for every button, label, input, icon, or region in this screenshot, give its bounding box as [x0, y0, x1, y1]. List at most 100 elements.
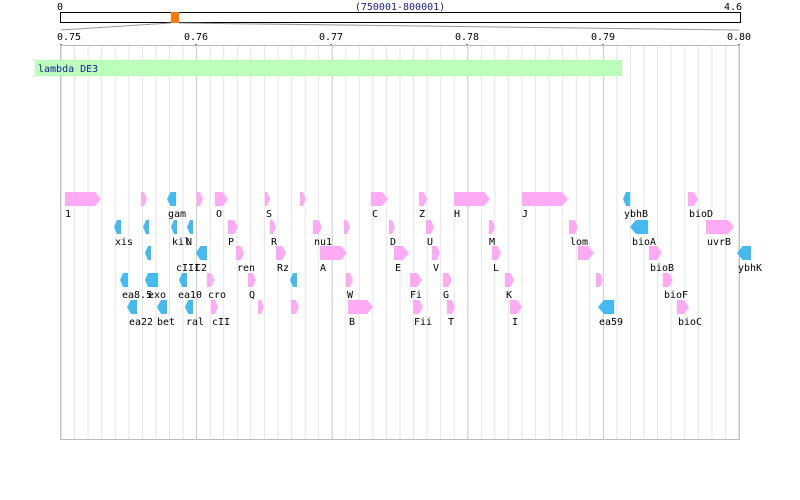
gene-feature[interactable]: Q	[248, 273, 256, 301]
forward-strand-arrow[interactable]	[270, 220, 276, 234]
reverse-strand-arrow[interactable]	[157, 300, 167, 314]
reverse-strand-arrow[interactable]	[145, 246, 151, 260]
gene-feature[interactable]	[578, 246, 594, 260]
gene-feature[interactable]	[596, 273, 602, 287]
forward-strand-arrow[interactable]	[228, 220, 238, 234]
gene-feature[interactable]: cII	[211, 300, 230, 328]
gene-feature[interactable]: E	[394, 246, 409, 274]
forward-strand-arrow[interactable]	[265, 192, 270, 206]
gene-feature[interactable]: Fi	[410, 273, 422, 301]
gene-feature[interactable]: bioD	[688, 192, 713, 220]
gene-feature[interactable]: gam	[167, 192, 186, 220]
reverse-strand-arrow[interactable]	[623, 192, 630, 206]
reverse-strand-arrow[interactable]	[630, 220, 648, 234]
gene-feature[interactable]: J	[522, 192, 568, 220]
forward-strand-arrow[interactable]	[371, 192, 388, 206]
gene-feature[interactable]: ren	[236, 246, 255, 274]
gene-feature[interactable]: W	[346, 273, 354, 301]
forward-strand-arrow[interactable]	[320, 246, 347, 260]
forward-strand-arrow[interactable]	[447, 300, 455, 314]
gene-feature[interactable]: I	[510, 300, 522, 328]
forward-strand-arrow[interactable]	[348, 300, 373, 314]
gene-feature[interactable]	[145, 273, 151, 287]
gene-feature[interactable]: M	[489, 220, 495, 248]
forward-strand-arrow[interactable]	[236, 246, 244, 260]
gene-feature[interactable]: ybhK	[737, 246, 762, 274]
forward-strand-arrow[interactable]	[197, 192, 203, 206]
gene-feature[interactable]: R	[270, 220, 278, 248]
gene-feature[interactable]: T	[447, 300, 455, 328]
gene-feature[interactable]: bioA	[630, 220, 656, 248]
forward-strand-arrow[interactable]	[596, 273, 602, 287]
forward-strand-arrow[interactable]	[649, 246, 662, 260]
forward-strand-arrow[interactable]	[300, 192, 306, 206]
gene-feature[interactable]: ea22	[127, 300, 153, 328]
gene-feature[interactable]: ral	[185, 300, 204, 328]
gene-feature[interactable]: O	[215, 192, 228, 220]
gene-feature[interactable]: G	[443, 273, 452, 301]
gene-feature[interactable]: V	[432, 246, 440, 274]
forward-strand-arrow[interactable]	[663, 273, 673, 287]
gene-feature[interactable]: cro	[207, 273, 226, 301]
reverse-strand-arrow[interactable]	[143, 220, 149, 234]
gene-feature[interactable]: ybhB	[623, 192, 648, 220]
forward-strand-arrow[interactable]	[419, 192, 427, 206]
overview-position-marker[interactable]	[171, 12, 179, 23]
gene-feature[interactable]: xis	[114, 220, 133, 248]
forward-strand-arrow[interactable]	[141, 192, 147, 206]
forward-strand-arrow[interactable]	[410, 273, 422, 287]
gene-feature[interactable]: Z	[419, 192, 427, 220]
forward-strand-arrow[interactable]	[215, 192, 228, 206]
gene-feature[interactable]: Fii	[413, 300, 432, 328]
reverse-strand-arrow[interactable]	[185, 300, 193, 314]
gene-feature[interactable]: 1	[65, 192, 101, 220]
gene-feature[interactable]	[344, 220, 350, 234]
gene-feature[interactable]	[197, 192, 203, 206]
forward-strand-arrow[interactable]	[432, 246, 440, 260]
gene-feature[interactable]	[291, 300, 299, 314]
forward-strand-arrow[interactable]	[344, 220, 350, 234]
forward-strand-arrow[interactable]	[492, 246, 501, 260]
forward-strand-arrow[interactable]	[677, 300, 689, 314]
forward-strand-arrow[interactable]	[522, 192, 568, 206]
gene-feature[interactable]	[143, 220, 149, 234]
gene-feature[interactable]	[141, 192, 147, 206]
forward-strand-arrow[interactable]	[569, 220, 578, 234]
forward-strand-arrow[interactable]	[248, 273, 256, 287]
reverse-strand-arrow[interactable]	[127, 300, 137, 314]
gene-feature[interactable]: N	[186, 220, 193, 248]
reverse-strand-arrow[interactable]	[171, 220, 177, 234]
reverse-strand-arrow[interactable]	[179, 273, 187, 287]
gene-feature[interactable]: C	[371, 192, 388, 220]
forward-strand-arrow[interactable]	[426, 220, 434, 234]
forward-strand-arrow[interactable]	[258, 300, 264, 314]
forward-strand-arrow[interactable]	[443, 273, 452, 287]
reverse-strand-arrow[interactable]	[290, 273, 297, 287]
forward-strand-arrow[interactable]	[346, 273, 353, 287]
forward-strand-arrow[interactable]	[510, 300, 522, 314]
forward-strand-arrow[interactable]	[454, 192, 490, 206]
gene-feature[interactable]: P	[228, 220, 238, 248]
gene-feature[interactable]: nu1	[313, 220, 332, 248]
reverse-strand-arrow[interactable]	[120, 273, 128, 287]
gene-feature[interactable]: L	[492, 246, 501, 274]
forward-strand-arrow[interactable]	[578, 246, 594, 260]
gene-feature[interactable]: S	[265, 192, 272, 220]
gene-feature[interactable]: K	[505, 273, 514, 301]
gene-feature[interactable]: ea10	[178, 273, 202, 301]
gene-feature[interactable]: H	[454, 192, 490, 220]
reverse-strand-arrow[interactable]	[598, 300, 614, 314]
gene-feature[interactable]	[300, 192, 306, 206]
forward-strand-arrow[interactable]	[207, 273, 214, 287]
forward-strand-arrow[interactable]	[706, 220, 734, 234]
forward-strand-arrow[interactable]	[211, 300, 218, 314]
forward-strand-arrow[interactable]	[276, 246, 286, 260]
gene-feature[interactable]: C2	[195, 246, 207, 274]
gene-feature[interactable]: D	[389, 220, 396, 248]
gene-feature[interactable]	[290, 273, 297, 287]
gene-feature[interactable]	[258, 300, 264, 314]
gene-feature[interactable]: kil	[171, 220, 190, 248]
gene-feature[interactable]: bioB	[649, 246, 674, 274]
gene-feature[interactable]: lom	[569, 220, 588, 248]
region-bar-lambda-de3[interactable]	[35, 60, 622, 76]
